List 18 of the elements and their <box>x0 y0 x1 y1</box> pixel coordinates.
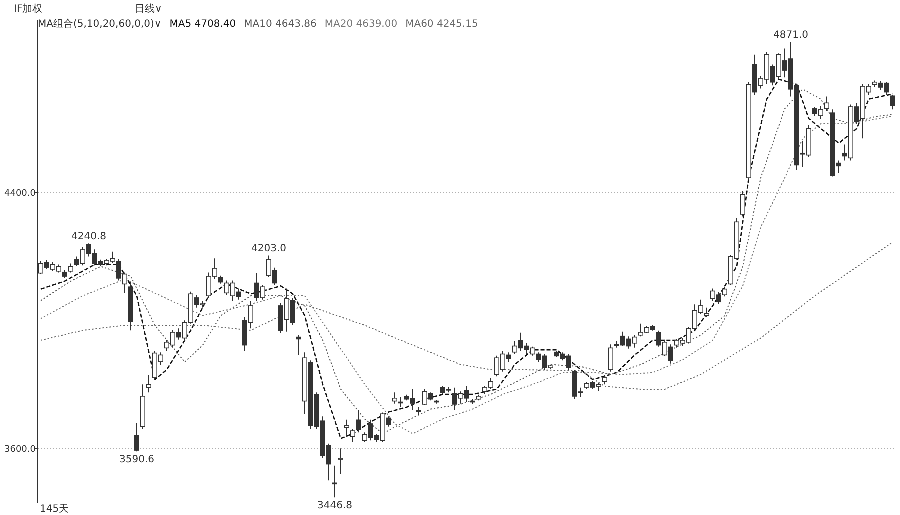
line-series <box>40 242 894 390</box>
annotation: 4871.0 <box>774 30 808 42</box>
chart-subtitle: 日线∨ <box>135 3 162 15</box>
candlestick <box>146 374 152 394</box>
y-tick-label: 4400.0 <box>4 189 36 200</box>
candlestick <box>392 392 398 404</box>
annotation: 3590.6 <box>120 454 154 466</box>
candlestick <box>332 465 338 498</box>
candlestick <box>338 448 344 475</box>
y-tick-label: 3600.0 <box>4 445 36 456</box>
text: 145天 <box>40 504 70 515</box>
annotation: 4240.8 <box>72 232 106 243</box>
candlestick <box>398 396 404 408</box>
annotation: 4203.0 <box>252 244 286 255</box>
candlestick <box>344 419 350 438</box>
chart-title: IF加权 <box>14 3 43 15</box>
legend: MA组合(5,10,20,60,0,0)∨ MA5 4708.40 MA10 4643.86 MA20 4639.00 MA60 4245.15 <box>38 19 478 30</box>
annotation: 3446.8 <box>318 500 352 512</box>
